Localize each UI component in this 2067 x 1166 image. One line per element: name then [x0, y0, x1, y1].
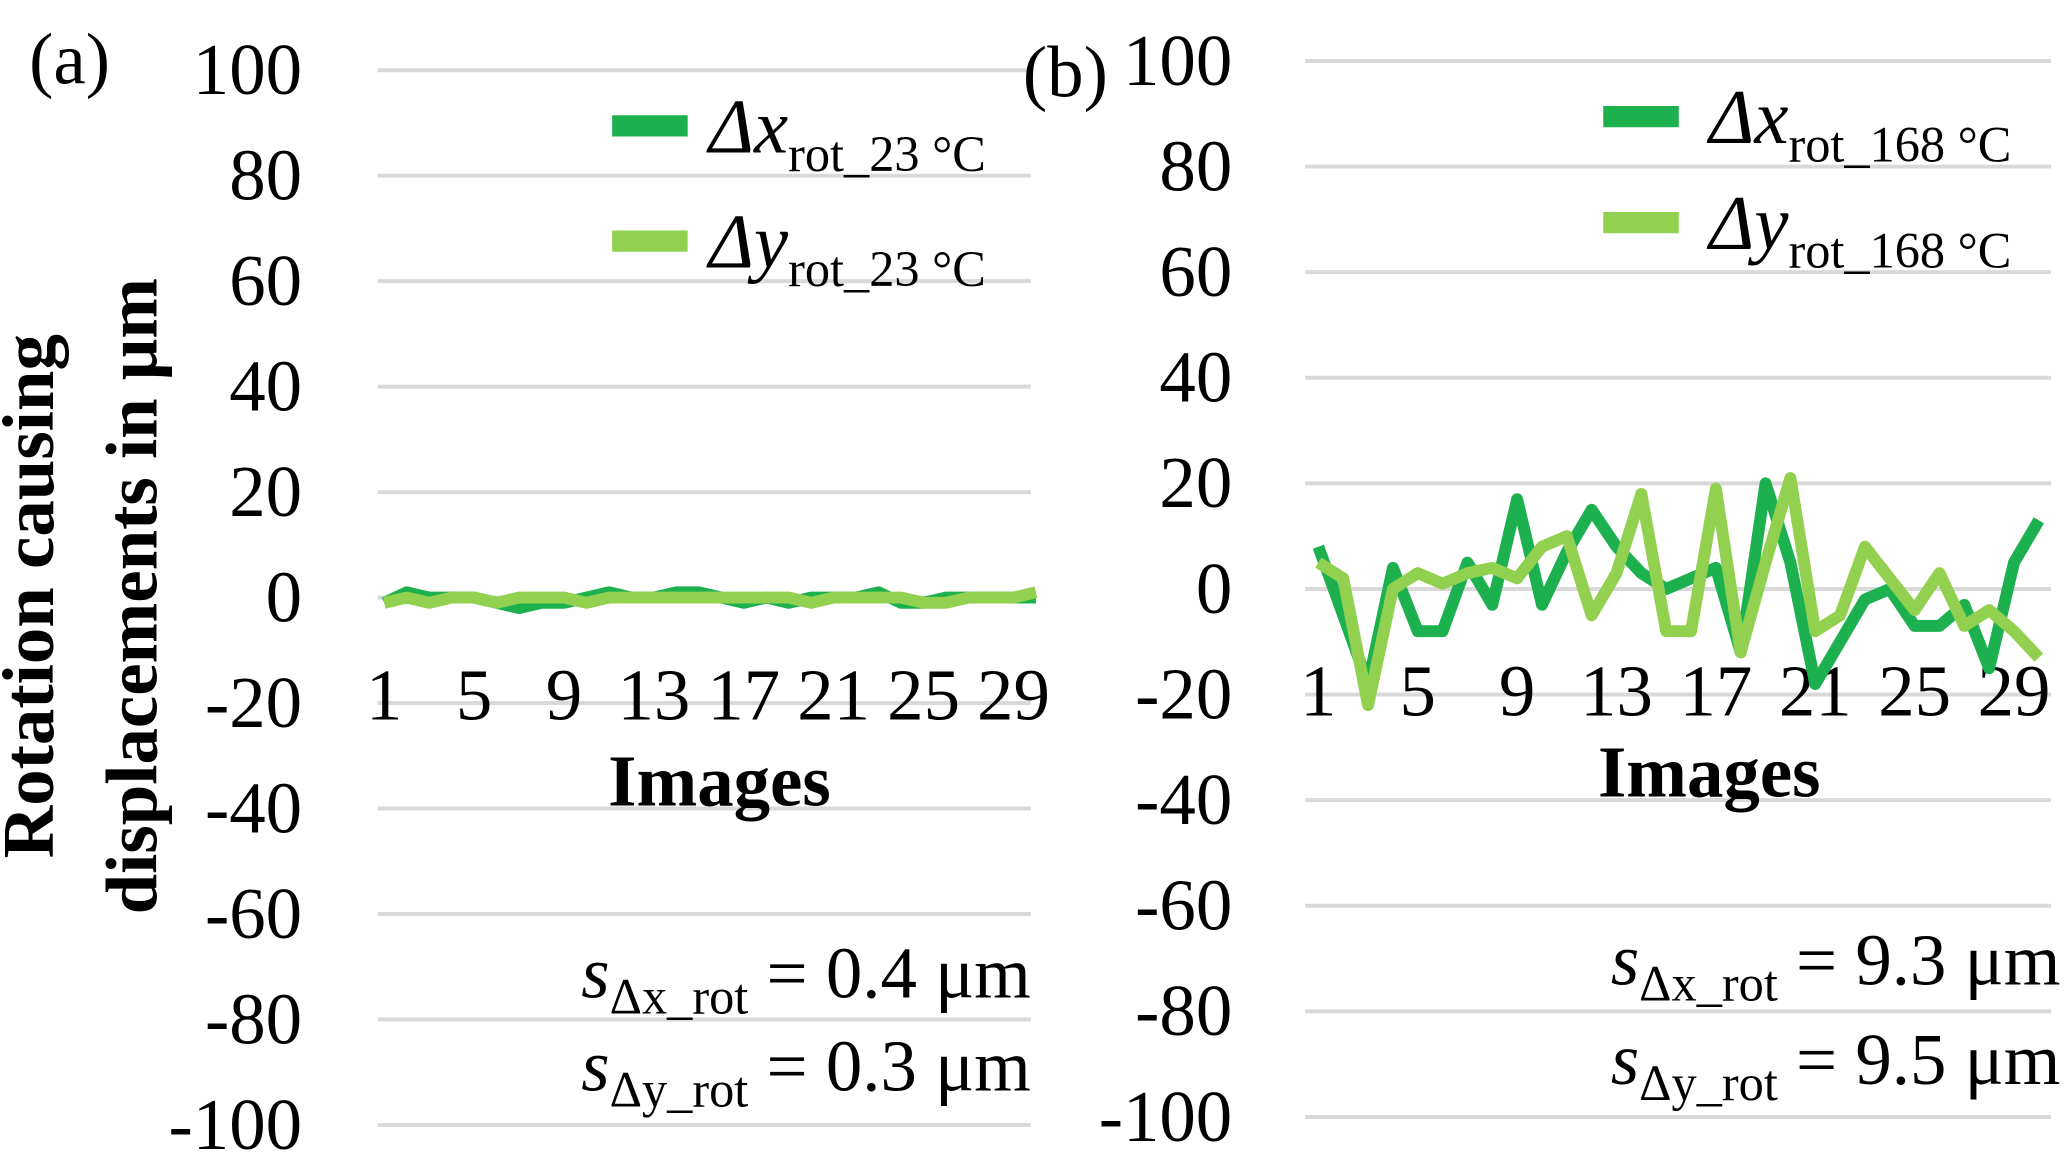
- legend-entry: Δxrot_23 °C: [706, 84, 986, 182]
- y-tick-label: 100: [193, 29, 302, 110]
- x-tick-label: 1: [366, 654, 402, 735]
- x-tick-label: 25: [887, 654, 960, 735]
- annotation-text: = 0.4 μm: [748, 933, 1031, 1014]
- y-tick-label: -20: [1135, 653, 1232, 734]
- data-line: [382, 586, 1038, 609]
- y-axis-title: Rotation causing: [0, 334, 69, 858]
- legend-entry: Δxrot_168 °C: [1706, 75, 2011, 173]
- y-tick-label: -40: [205, 767, 302, 848]
- annotation-symbol: s: [581, 1025, 609, 1106]
- annotation: sΔx_rot = 9.3 μm: [1611, 919, 2061, 1011]
- annotation-text: = 9.3 μm: [1778, 919, 2061, 1000]
- annotation-symbol: s: [1611, 919, 1639, 1000]
- annotation-symbol: s: [1611, 1019, 1639, 1100]
- legend-subscript: rot_168 °C: [1788, 223, 2011, 279]
- legend-name: Δy: [706, 200, 789, 285]
- y-tick-label: 60: [1159, 231, 1232, 312]
- x-tick-label: 17: [707, 654, 780, 735]
- y-tick-label: 20: [229, 451, 302, 532]
- x-axis-title: Images: [608, 741, 831, 822]
- y-tick-label: 60: [229, 240, 302, 321]
- y-tick-label: -100: [169, 1084, 303, 1165]
- legend-entry: Δyrot_23 °C: [706, 200, 986, 298]
- y-tick-label: 0: [1196, 548, 1232, 629]
- x-tick-label: 13: [617, 654, 690, 735]
- x-tick-label: 21: [797, 654, 870, 735]
- y-tick-label: 20: [1159, 442, 1232, 523]
- panel-label: (a): [29, 18, 110, 99]
- x-tick-label: 1: [1300, 650, 1336, 731]
- legend-name: Δx: [1706, 75, 1788, 160]
- annotation-subscript: Δx_rot: [1639, 955, 1778, 1011]
- y-tick-label: 80: [1159, 125, 1232, 206]
- data-line: [1315, 472, 2044, 712]
- x-tick-label: 9: [546, 654, 582, 735]
- y-tick-label: -40: [1135, 759, 1232, 840]
- legend-subscript: rot_23 °C: [788, 126, 986, 182]
- legend-name: Δx: [706, 84, 788, 169]
- legend-subscript: rot_23 °C: [788, 241, 986, 297]
- legend-subscript: rot_168 °C: [1788, 117, 2011, 173]
- y-tick-label: 100: [1123, 20, 1232, 101]
- annotation-subscript: Δx_rot: [610, 969, 749, 1025]
- legend-name: Δy: [1706, 181, 1789, 266]
- x-tick-label: 9: [1499, 650, 1535, 731]
- y-tick-label: -20: [205, 662, 302, 743]
- y-axis-title: displacements in μm: [91, 278, 172, 914]
- legend-entry: Δyrot_168 °C: [1706, 181, 2011, 279]
- y-tick-label: 40: [229, 345, 302, 426]
- annotation-text: = 0.3 μm: [748, 1025, 1031, 1106]
- x-tick-label: 17: [1679, 650, 1752, 731]
- y-tick-label: -80: [205, 978, 302, 1059]
- y-tick-label: 40: [1159, 337, 1232, 418]
- y-tick-label: -100: [1099, 1076, 1233, 1157]
- data-line: [1312, 477, 2044, 690]
- annotation-subscript: Δy_rot: [610, 1061, 749, 1117]
- x-tick-label: 13: [1580, 650, 1653, 731]
- y-tick-label: -80: [1135, 970, 1232, 1051]
- x-axis-title: Images: [1598, 731, 1821, 812]
- x-tick-label: 25: [1878, 650, 1951, 731]
- x-tick-label: 29: [977, 654, 1050, 735]
- annotation-symbol: s: [581, 933, 609, 1014]
- x-tick-label: 5: [456, 654, 492, 735]
- annotation-text: = 9.5 μm: [1778, 1019, 2061, 1100]
- annotation: sΔy_rot = 0.3 μm: [581, 1025, 1031, 1117]
- y-tick-label: 80: [229, 135, 302, 216]
- annotation: sΔy_rot = 9.5 μm: [1611, 1019, 2061, 1111]
- y-tick-label: 0: [266, 556, 302, 637]
- panel-label: (b): [1023, 32, 1108, 113]
- y-tick-label: -60: [205, 873, 302, 954]
- y-tick-label: -60: [1135, 865, 1232, 946]
- x-tick-label: 5: [1400, 650, 1436, 731]
- annotation: sΔx_rot = 0.4 μm: [581, 933, 1031, 1025]
- annotation-subscript: Δy_rot: [1639, 1055, 1778, 1111]
